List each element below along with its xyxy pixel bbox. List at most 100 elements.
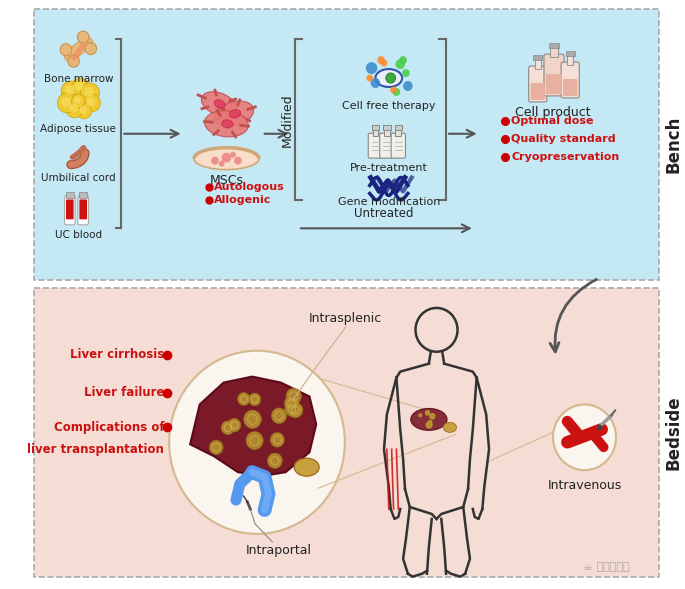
Bar	[384, 129, 390, 135]
Circle shape	[234, 157, 242, 164]
Text: Cell free therapy: Cell free therapy	[342, 101, 436, 111]
Circle shape	[553, 405, 616, 470]
Text: Complications of: Complications of	[53, 421, 164, 434]
Bar	[534, 59, 541, 69]
Ellipse shape	[443, 422, 457, 432]
Circle shape	[68, 55, 79, 67]
Circle shape	[75, 81, 84, 91]
Text: Bench: Bench	[664, 116, 682, 173]
Text: Cell product: Cell product	[515, 106, 591, 119]
Circle shape	[84, 87, 94, 97]
Text: Optimal dose: Optimal dose	[511, 116, 593, 126]
Circle shape	[403, 81, 412, 91]
Bar	[534, 55, 542, 60]
Circle shape	[219, 161, 225, 167]
Circle shape	[86, 97, 95, 107]
Circle shape	[429, 413, 436, 419]
FancyBboxPatch shape	[64, 196, 75, 225]
Text: Bone marrow: Bone marrow	[44, 74, 113, 84]
Text: Umbilical cord: Umbilical cord	[41, 173, 116, 183]
Circle shape	[393, 88, 400, 96]
Text: Bedside: Bedside	[664, 395, 682, 469]
Circle shape	[61, 97, 71, 107]
Bar	[79, 193, 88, 198]
Text: ☕ 干细胞之父: ☕ 干细胞之父	[583, 561, 630, 572]
Text: Liver cirrhosis: Liver cirrhosis	[70, 348, 164, 361]
FancyBboxPatch shape	[561, 62, 580, 98]
Circle shape	[288, 402, 303, 418]
Text: Cryopreservation: Cryopreservation	[511, 151, 619, 161]
Text: Allogenic: Allogenic	[214, 196, 271, 206]
FancyBboxPatch shape	[563, 79, 577, 96]
Bar	[34, 9, 659, 280]
Bar	[395, 125, 402, 130]
Circle shape	[419, 413, 423, 418]
Text: Autologous: Autologous	[214, 181, 285, 191]
Circle shape	[425, 410, 430, 416]
Circle shape	[210, 440, 223, 455]
Ellipse shape	[205, 111, 249, 137]
Text: MSCs: MSCs	[210, 174, 243, 187]
Circle shape	[61, 81, 80, 101]
Ellipse shape	[194, 148, 259, 170]
Circle shape	[246, 432, 263, 449]
Circle shape	[285, 402, 299, 416]
Circle shape	[85, 42, 97, 55]
FancyBboxPatch shape	[66, 200, 73, 219]
FancyBboxPatch shape	[546, 74, 562, 94]
Text: Intravenous: Intravenous	[547, 479, 622, 492]
Circle shape	[377, 56, 385, 64]
Bar	[566, 51, 575, 56]
Bar	[567, 55, 573, 65]
Text: Adipose tissue: Adipose tissue	[40, 124, 116, 134]
Ellipse shape	[214, 100, 225, 108]
Circle shape	[221, 421, 234, 435]
Circle shape	[366, 62, 377, 74]
Circle shape	[228, 418, 240, 432]
Ellipse shape	[214, 101, 253, 127]
Circle shape	[271, 432, 284, 447]
Circle shape	[427, 420, 432, 425]
Text: Intraportal: Intraportal	[246, 544, 312, 557]
Circle shape	[390, 87, 397, 94]
Circle shape	[286, 388, 301, 404]
Ellipse shape	[295, 458, 319, 476]
Text: Liver failure: Liver failure	[84, 386, 164, 399]
Circle shape	[74, 97, 81, 104]
Circle shape	[72, 78, 89, 96]
FancyBboxPatch shape	[391, 133, 406, 158]
Circle shape	[284, 396, 299, 411]
FancyBboxPatch shape	[529, 66, 547, 102]
Circle shape	[69, 104, 78, 112]
Circle shape	[222, 153, 232, 163]
Circle shape	[211, 157, 219, 164]
Circle shape	[77, 31, 89, 43]
Circle shape	[58, 93, 77, 113]
Bar	[549, 43, 559, 48]
Circle shape	[77, 103, 92, 119]
Circle shape	[399, 56, 407, 64]
Circle shape	[244, 410, 261, 428]
Bar	[550, 47, 558, 57]
Circle shape	[402, 69, 410, 77]
Text: Quality standard: Quality standard	[511, 134, 616, 144]
Text: Gene modification: Gene modification	[338, 197, 440, 207]
Bar	[395, 129, 401, 135]
Circle shape	[60, 44, 72, 56]
FancyBboxPatch shape	[379, 133, 394, 158]
Text: Modified: Modified	[281, 93, 294, 147]
Circle shape	[425, 421, 433, 429]
Text: UC blood: UC blood	[55, 230, 102, 240]
Text: Untreated: Untreated	[354, 207, 414, 220]
Ellipse shape	[222, 120, 233, 128]
Circle shape	[381, 59, 387, 67]
Bar	[372, 125, 379, 130]
FancyBboxPatch shape	[369, 133, 382, 158]
Bar	[383, 125, 390, 130]
Circle shape	[80, 83, 99, 103]
Circle shape	[268, 453, 282, 468]
Circle shape	[66, 100, 83, 118]
Ellipse shape	[229, 110, 240, 118]
Circle shape	[230, 152, 236, 158]
Circle shape	[169, 350, 345, 534]
